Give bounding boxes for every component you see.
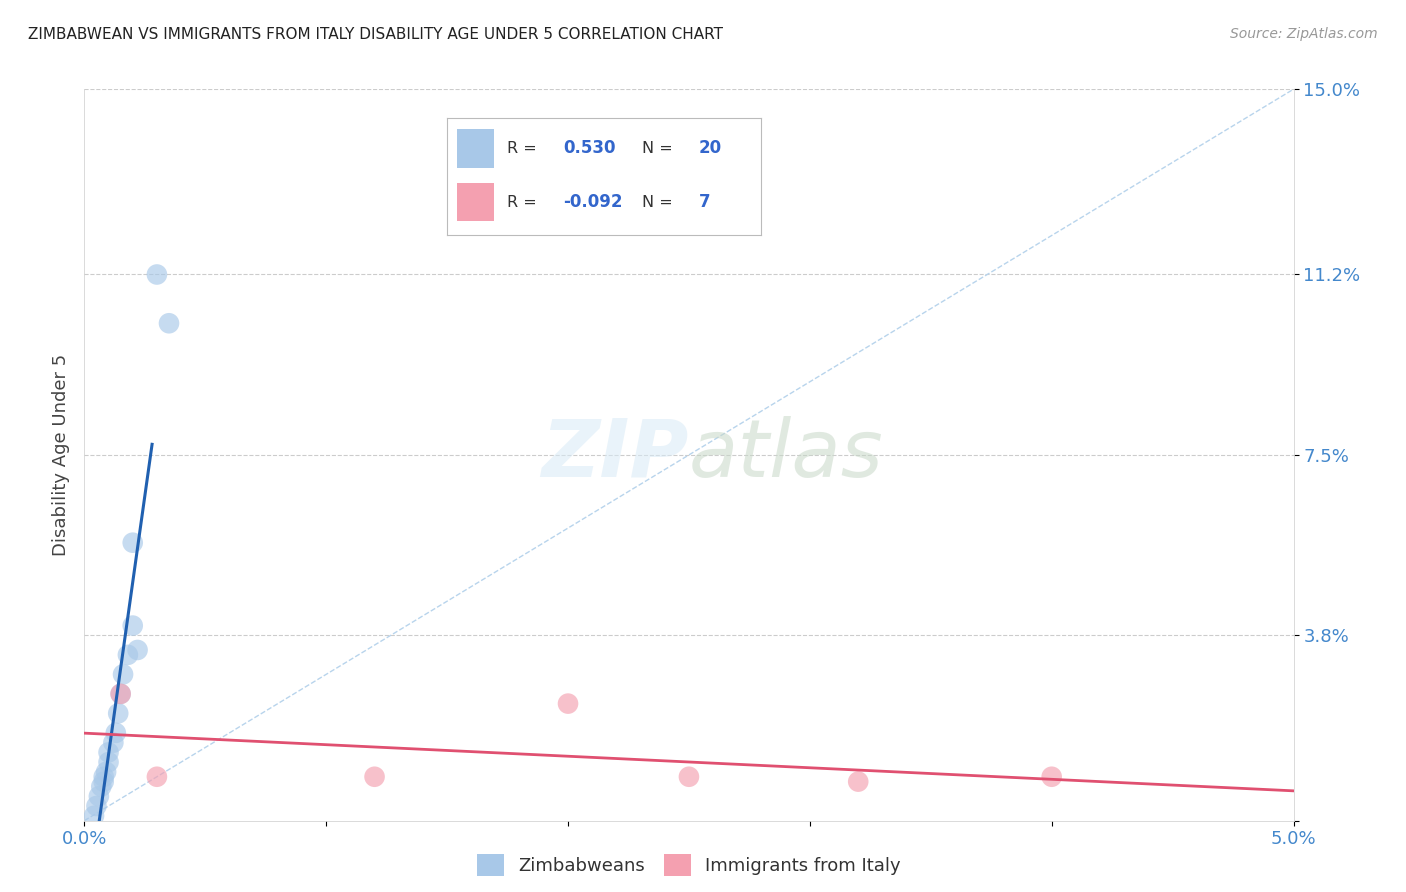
Point [846,774,869,789]
Point [1040,770,1063,784]
Point [110,687,132,701]
Point [121,618,143,632]
Point [86,799,108,814]
Point [94,764,117,779]
Point [83,809,105,823]
Point [678,770,700,784]
Point [93,774,115,789]
Text: atlas: atlas [689,416,884,494]
Point [127,643,149,657]
Point [104,726,127,740]
Point [87,789,110,804]
Point [117,648,139,662]
Text: Source: ZipAtlas.com: Source: ZipAtlas.com [1230,27,1378,41]
Point [97,755,120,769]
Point [97,745,120,759]
Point [157,316,180,330]
Point [121,535,143,549]
Point [146,268,169,282]
Text: ZIMBABWEAN VS IMMIGRANTS FROM ITALY DISABILITY AGE UNDER 5 CORRELATION CHART: ZIMBABWEAN VS IMMIGRANTS FROM ITALY DISA… [28,27,723,42]
Y-axis label: Disability Age Under 5: Disability Age Under 5 [52,354,70,556]
Point [112,667,135,681]
Text: ZIP: ZIP [541,416,689,494]
Point [107,706,129,721]
Point [110,687,132,701]
Point [146,770,169,784]
Point [363,770,385,784]
Point [557,697,579,711]
Legend: Zimbabweans, Immigrants from Italy: Zimbabweans, Immigrants from Italy [468,845,910,885]
Point [90,780,112,794]
Point [103,736,125,750]
Point [93,770,115,784]
